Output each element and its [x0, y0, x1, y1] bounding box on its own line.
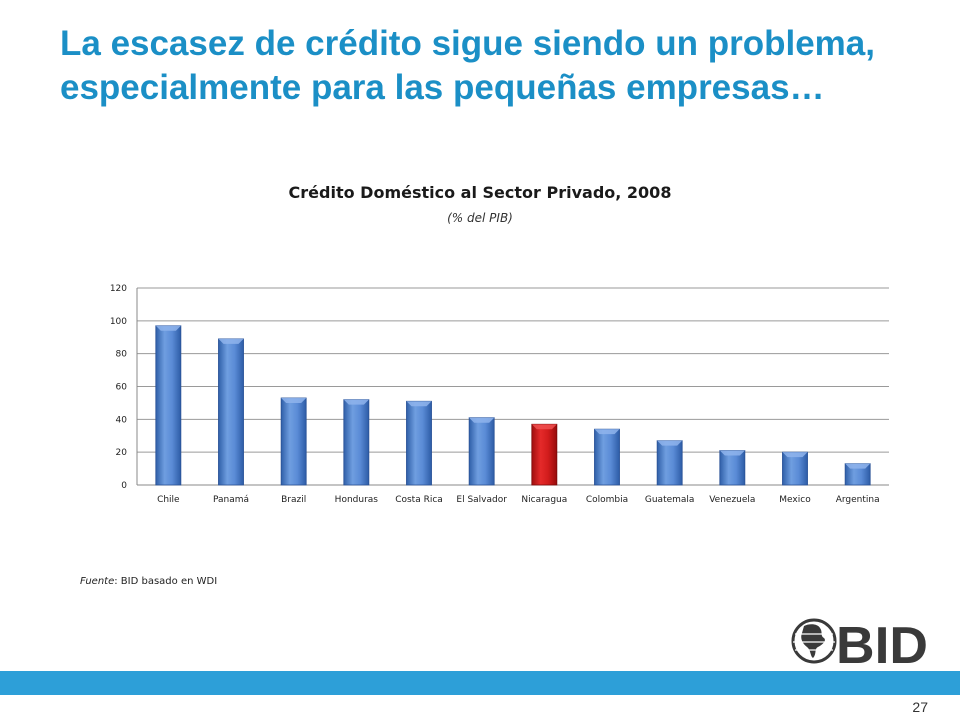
chart-title: Crédito Doméstico al Sector Privado, 200…	[288, 183, 672, 202]
chart-subtitle: (% del PIB)	[447, 211, 513, 225]
y-axis-ticks: 0 20 40 60 80 100 120	[110, 284, 127, 491]
x-tick-label: Honduras	[335, 495, 379, 505]
bars	[155, 325, 871, 486]
bar	[468, 417, 495, 486]
bar-bevel	[469, 417, 495, 423]
bar-chart: 0 20 40 60 80 100 120 Chile Panamá Brazil Hondura…	[110, 284, 889, 505]
y-tick-label: 80	[116, 350, 128, 360]
bar-costa-rica	[406, 400, 432, 486]
bar-panamá	[218, 338, 244, 486]
y-tick-label: 100	[110, 317, 127, 327]
bar-bevel	[281, 397, 307, 403]
bar	[406, 400, 432, 486]
x-tick-label: Argentina	[836, 495, 880, 505]
bar-bevel	[657, 440, 683, 446]
globe-icon	[791, 618, 837, 664]
bar-nicaragua	[531, 423, 558, 486]
x-tick-label: Costa Rica	[395, 495, 443, 505]
bar-honduras	[343, 399, 370, 486]
bar-bevel	[343, 399, 369, 405]
source-text: : BID basado en WDI	[114, 576, 218, 587]
page-number: 27	[912, 699, 928, 715]
bar	[343, 399, 370, 486]
bar-mexico	[782, 451, 808, 486]
bar	[531, 423, 558, 486]
bar-bevel	[406, 401, 432, 407]
bid-logo: BID	[790, 614, 930, 675]
source-note: Fuente: BID basado en WDI	[80, 576, 217, 587]
bar-bevel	[531, 424, 557, 430]
bar-argentina	[844, 463, 871, 486]
bar	[155, 325, 182, 486]
x-tick-label: Panamá	[213, 495, 249, 505]
bar	[656, 440, 683, 486]
bar-bevel	[155, 325, 181, 331]
bar-brazil	[280, 397, 307, 486]
y-tick-label: 40	[116, 415, 128, 425]
bar	[218, 338, 244, 486]
y-tick-label: 60	[116, 383, 128, 393]
bar-el-salvador	[468, 417, 495, 486]
slide-title: La escasez de crédito sigue siendo un pr…	[60, 24, 875, 107]
x-tick-label: Nicaragua	[521, 495, 567, 505]
bar-bevel	[594, 429, 620, 435]
bar-colombia	[594, 428, 620, 486]
x-tick-label: Chile	[157, 495, 180, 505]
bar-guatemala	[656, 440, 683, 486]
logo-lettering: BID	[836, 617, 928, 668]
source-label: Fuente	[80, 576, 115, 587]
x-tick-label: El Salvador	[456, 495, 507, 505]
x-tick-label: Venezuela	[709, 495, 755, 505]
y-tick-label: 120	[110, 284, 127, 294]
bar-bevel	[218, 338, 244, 344]
bar	[594, 428, 620, 486]
bid-logo-mark: BID	[791, 617, 928, 675]
x-axis-ticks: Chile Panamá Brazil Honduras Costa Rica El Sa…	[157, 495, 880, 505]
bar-chile	[155, 325, 182, 486]
y-tick-label: 0	[121, 481, 127, 491]
x-tick-label: Colombia	[586, 495, 628, 505]
bar	[280, 397, 307, 486]
bar	[719, 450, 746, 486]
x-tick-label: Mexico	[779, 495, 811, 505]
bottom-bar	[0, 671, 960, 695]
x-tick-label: Guatemala	[645, 495, 695, 505]
bar-bevel	[845, 463, 871, 469]
gridlines	[136, 287, 889, 486]
bar-bevel	[719, 450, 745, 456]
bar-venezuela	[719, 450, 746, 486]
bar-bevel	[782, 452, 808, 458]
x-tick-label: Brazil	[281, 495, 306, 505]
y-tick-label: 20	[116, 448, 128, 458]
